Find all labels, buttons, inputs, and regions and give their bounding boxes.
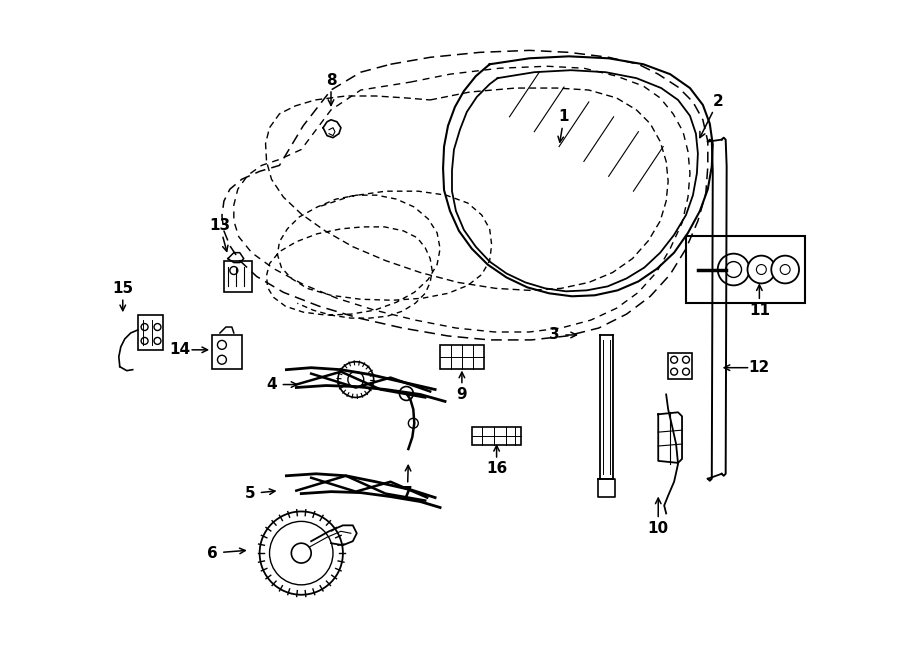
Bar bbox=[224, 260, 252, 292]
Circle shape bbox=[748, 256, 775, 284]
Text: 11: 11 bbox=[749, 303, 770, 318]
Text: 13: 13 bbox=[210, 218, 230, 233]
Bar bbox=[138, 315, 164, 350]
Circle shape bbox=[780, 264, 790, 274]
Text: 3: 3 bbox=[549, 327, 560, 342]
Text: 6: 6 bbox=[207, 545, 218, 561]
Text: 14: 14 bbox=[170, 342, 191, 358]
Bar bbox=[212, 335, 242, 369]
Circle shape bbox=[756, 264, 766, 274]
Circle shape bbox=[771, 256, 799, 284]
Circle shape bbox=[725, 262, 742, 278]
Text: 5: 5 bbox=[245, 486, 255, 501]
Text: 9: 9 bbox=[456, 387, 467, 402]
Text: 16: 16 bbox=[486, 461, 508, 477]
Text: 1: 1 bbox=[559, 109, 570, 124]
Text: 8: 8 bbox=[326, 73, 337, 88]
Bar bbox=[668, 353, 692, 379]
Bar bbox=[440, 345, 483, 369]
Text: 15: 15 bbox=[112, 281, 133, 296]
Text: 10: 10 bbox=[648, 521, 669, 536]
Text: 4: 4 bbox=[266, 377, 277, 392]
Text: 2: 2 bbox=[713, 95, 723, 110]
Circle shape bbox=[717, 254, 750, 286]
Bar bbox=[686, 236, 805, 303]
Bar bbox=[472, 427, 521, 445]
Text: 12: 12 bbox=[749, 360, 770, 375]
Text: 7: 7 bbox=[402, 486, 413, 501]
